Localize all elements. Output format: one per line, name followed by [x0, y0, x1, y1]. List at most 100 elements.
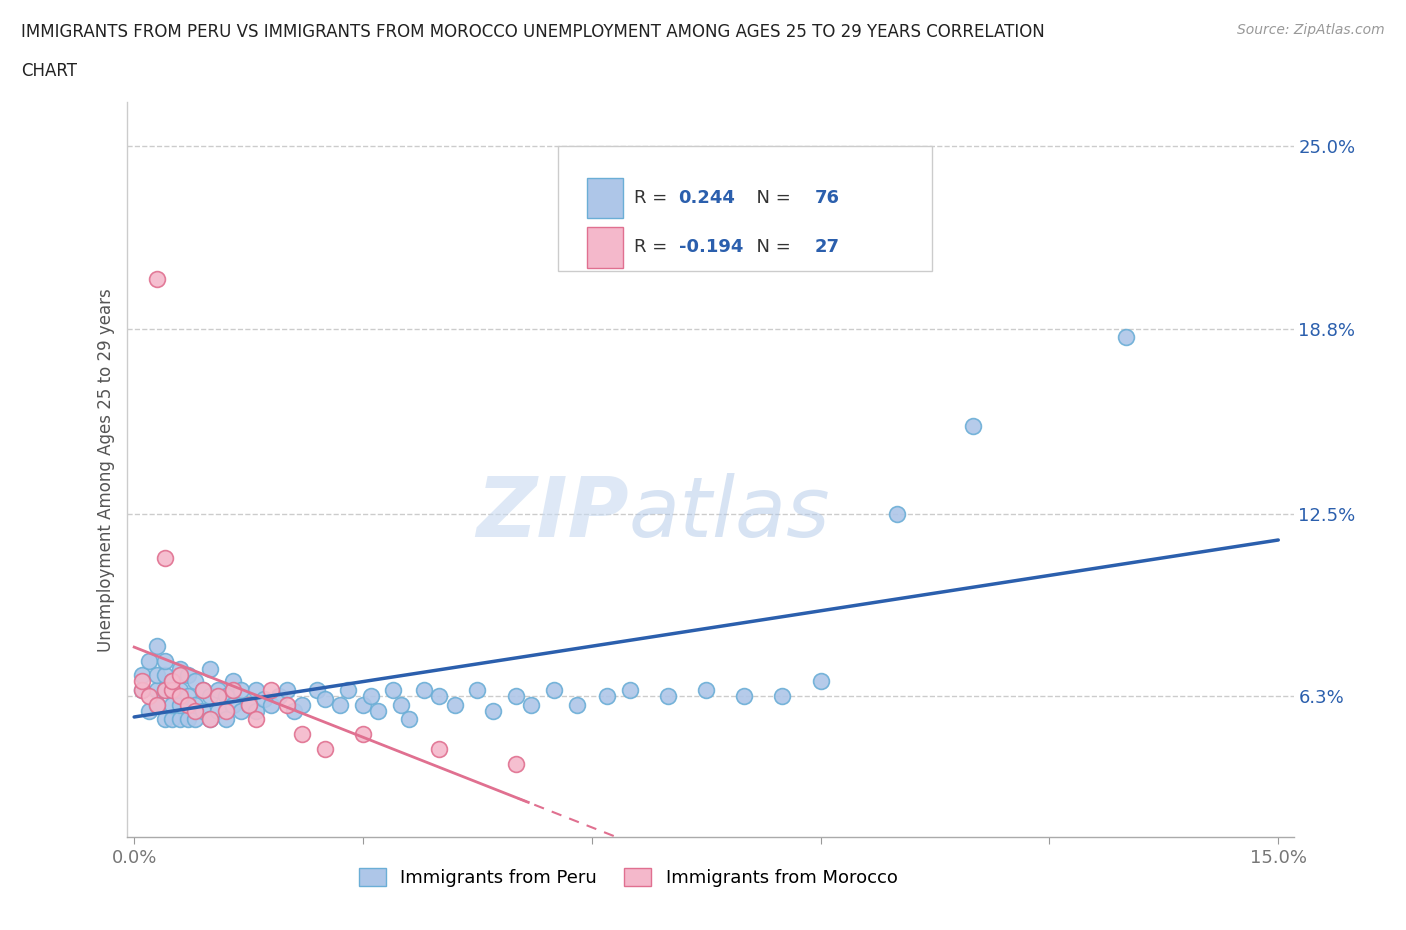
Text: -0.194: -0.194	[679, 238, 742, 257]
Point	[253, 691, 276, 706]
Point	[191, 703, 214, 718]
Point	[238, 698, 260, 712]
Point	[146, 668, 169, 683]
Point	[367, 703, 389, 718]
Point	[443, 698, 465, 712]
Point	[207, 688, 229, 703]
Point	[360, 688, 382, 703]
FancyBboxPatch shape	[588, 227, 623, 268]
Point	[169, 688, 191, 703]
Point	[962, 418, 984, 433]
Point	[481, 703, 503, 718]
Point	[184, 698, 207, 712]
Point	[169, 668, 191, 683]
Point	[131, 674, 153, 689]
Point	[184, 703, 207, 718]
Point	[138, 688, 160, 703]
Text: N =: N =	[745, 189, 797, 206]
Text: 0.244: 0.244	[679, 189, 735, 206]
Point	[215, 688, 238, 703]
Point	[200, 712, 222, 727]
Point	[245, 683, 267, 698]
Point	[146, 683, 169, 698]
Point	[276, 683, 298, 698]
Point	[215, 712, 238, 727]
Point	[543, 683, 565, 698]
Point	[238, 698, 260, 712]
Point	[565, 698, 588, 712]
Point	[389, 698, 412, 712]
Point	[505, 756, 527, 771]
Point	[176, 688, 198, 703]
Point	[169, 683, 191, 698]
Point	[176, 712, 198, 727]
Point	[169, 662, 191, 677]
Point	[153, 668, 176, 683]
Point	[131, 683, 153, 698]
Point	[131, 668, 153, 683]
Point	[162, 683, 184, 698]
Text: Source: ZipAtlas.com: Source: ZipAtlas.com	[1237, 23, 1385, 37]
Point	[131, 683, 153, 698]
Point	[505, 688, 527, 703]
Point	[153, 683, 176, 698]
Point	[222, 698, 245, 712]
Point	[260, 698, 283, 712]
Point	[695, 683, 717, 698]
FancyBboxPatch shape	[558, 146, 932, 272]
Point	[245, 703, 267, 718]
Point	[169, 698, 191, 712]
Point	[200, 688, 222, 703]
Point	[307, 683, 329, 698]
Point	[1115, 330, 1137, 345]
Point	[352, 726, 374, 741]
Point	[176, 698, 198, 712]
Point	[733, 688, 755, 703]
Y-axis label: Unemployment Among Ages 25 to 29 years: Unemployment Among Ages 25 to 29 years	[97, 287, 115, 652]
Point	[222, 683, 245, 698]
Point	[215, 703, 238, 718]
Point	[314, 741, 336, 756]
Text: N =: N =	[745, 238, 797, 257]
Point	[427, 741, 450, 756]
Point	[810, 674, 832, 689]
Point	[153, 653, 176, 668]
Text: CHART: CHART	[21, 62, 77, 80]
Point	[153, 551, 176, 565]
Text: ZIP: ZIP	[475, 473, 628, 554]
Point	[520, 698, 543, 712]
Point	[162, 674, 184, 689]
Legend: Immigrants from Peru, Immigrants from Morocco: Immigrants from Peru, Immigrants from Mo…	[352, 860, 905, 894]
Point	[162, 674, 184, 689]
Text: atlas: atlas	[628, 473, 830, 554]
Point	[162, 698, 184, 712]
Point	[276, 698, 298, 712]
Point	[283, 703, 305, 718]
Point	[138, 653, 160, 668]
Point	[222, 674, 245, 689]
Point	[138, 703, 160, 718]
Point	[146, 698, 169, 712]
Point	[427, 688, 450, 703]
Point	[146, 272, 169, 286]
Point	[886, 506, 908, 521]
Point	[162, 712, 184, 727]
Point	[153, 683, 176, 698]
Text: R =: R =	[634, 238, 673, 257]
Point	[314, 691, 336, 706]
Point	[413, 683, 436, 698]
Point	[619, 683, 641, 698]
Point	[772, 688, 794, 703]
Point	[184, 674, 207, 689]
Point	[260, 683, 283, 698]
Text: 76: 76	[815, 189, 839, 206]
Point	[207, 683, 229, 698]
Point	[200, 712, 222, 727]
Point	[352, 698, 374, 712]
Point	[191, 683, 214, 698]
Text: IMMIGRANTS FROM PERU VS IMMIGRANTS FROM MOROCCO UNEMPLOYMENT AMONG AGES 25 TO 29: IMMIGRANTS FROM PERU VS IMMIGRANTS FROM …	[21, 23, 1045, 41]
Point	[336, 683, 359, 698]
Point	[267, 688, 290, 703]
Text: R =: R =	[634, 189, 673, 206]
Point	[291, 698, 314, 712]
